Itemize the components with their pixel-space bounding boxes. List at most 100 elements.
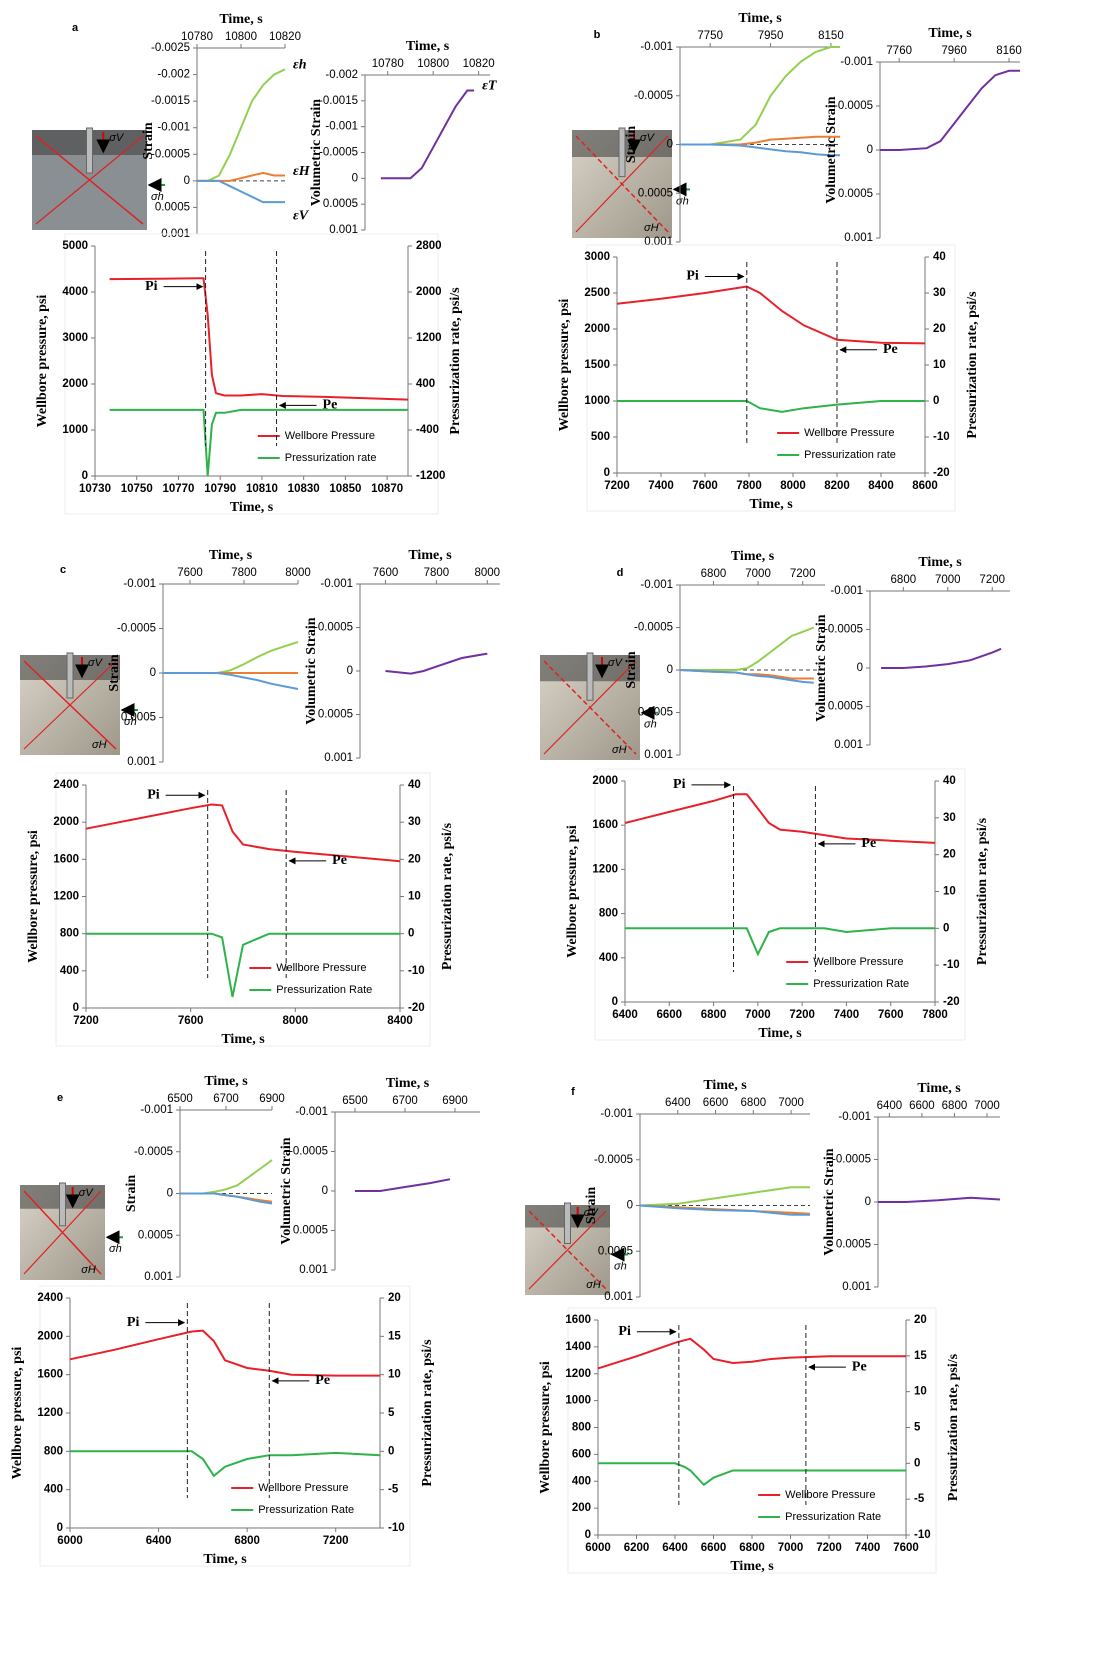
series-line bbox=[70, 1450, 381, 1478]
panel-letter: c bbox=[60, 564, 66, 576]
y-tick-label: 1000 bbox=[62, 424, 88, 436]
y-tick-label: 0.001 bbox=[834, 739, 863, 751]
x-tick-label: 7600 bbox=[692, 480, 718, 492]
y-tick-label: 0.0005 bbox=[838, 188, 873, 200]
x-tick-label: 8400 bbox=[868, 480, 894, 492]
x-tick-label: 7960 bbox=[941, 45, 967, 57]
legend-label: Pressurization Rate bbox=[258, 1504, 354, 1516]
x-tick-label: 8400 bbox=[387, 1015, 413, 1027]
x-tick-label: 8200 bbox=[824, 480, 850, 492]
y2-tick-label: 20 bbox=[933, 323, 946, 335]
stress-label: σh bbox=[614, 1260, 627, 1272]
x-tick-label: 6800 bbox=[701, 568, 727, 580]
chart: 7600 7800 8000 Time, s -0.001 -0.0005 0 0.0005 0… bbox=[304, 548, 500, 764]
wellbore bbox=[66, 652, 74, 699]
y-tick-label: -0.0015 bbox=[151, 95, 190, 107]
series-line bbox=[380, 89, 475, 180]
y-tick-label: 0.001 bbox=[604, 1291, 633, 1303]
y-tick-label: 1200 bbox=[592, 863, 618, 875]
y2-tick-label: -10 bbox=[943, 959, 960, 971]
x-tick-label: 8160 bbox=[996, 45, 1022, 57]
y-tick-label: -0.001 bbox=[830, 585, 863, 597]
x-tick-label: 7200 bbox=[979, 574, 1005, 586]
x-tick-label: 10770 bbox=[162, 483, 194, 495]
series-line bbox=[878, 1196, 1001, 1203]
y2-axis-label: Pressurization rate, psi/s bbox=[440, 822, 455, 970]
stress-label: σH bbox=[92, 739, 107, 751]
x-tick-label: 8000 bbox=[285, 567, 311, 579]
stress-label: σh bbox=[644, 719, 657, 731]
x-tick-label: 7600 bbox=[178, 1015, 204, 1027]
x-tick-label: 6700 bbox=[213, 1093, 239, 1105]
y-tick-label: 0 bbox=[150, 667, 156, 679]
y2-tick-label: -400 bbox=[416, 424, 439, 436]
x-tick-label: 10750 bbox=[121, 483, 153, 495]
x-tick-label: 10870 bbox=[371, 483, 403, 495]
y-tick-label: 0.0005 bbox=[293, 1225, 328, 1237]
series-line bbox=[680, 626, 815, 671]
y-tick-label: -0.002 bbox=[325, 69, 358, 81]
stress-label: σV bbox=[608, 657, 624, 669]
series-label: εT bbox=[482, 79, 498, 94]
legend-label: Pressurization rate bbox=[285, 452, 377, 464]
y2-tick-label: 1200 bbox=[416, 332, 442, 344]
x-tick-label: 6800 bbox=[741, 1097, 767, 1109]
stress-label: σV bbox=[109, 132, 125, 144]
y2-tick-label: -5 bbox=[914, 1493, 925, 1505]
y-tick-label: 0 bbox=[167, 1188, 173, 1200]
y-tick-label: 4000 bbox=[62, 286, 88, 298]
y-tick-label: 0 bbox=[604, 467, 610, 479]
y-tick-label: 0.0005 bbox=[598, 1245, 633, 1257]
legend-label: Wellbore Pressure bbox=[276, 962, 366, 974]
stress-label: σh bbox=[676, 195, 689, 207]
y-tick-label: 0.0005 bbox=[155, 201, 190, 213]
y-tick-label: 0 bbox=[585, 1529, 591, 1541]
y-tick-label: 1000 bbox=[584, 395, 610, 407]
y-tick-label: 0.0005 bbox=[138, 1229, 173, 1241]
photo-fracture bbox=[543, 660, 637, 755]
annotation: Pe bbox=[861, 836, 876, 851]
y-axis-label: Wellbore pressure, psi bbox=[538, 1361, 553, 1494]
x-tick-label: 10800 bbox=[225, 31, 257, 43]
y-tick-label: 0.001 bbox=[144, 1271, 173, 1283]
y2-tick-label: 20 bbox=[914, 1314, 927, 1326]
series-line bbox=[109, 408, 408, 477]
series-line bbox=[197, 179, 285, 204]
series-line bbox=[597, 1337, 906, 1370]
y-tick-label: 0.001 bbox=[644, 749, 673, 761]
chart: 6400 6600 6800 7000 Time, s -0.001 -0.0005 0 0.0… bbox=[584, 1078, 811, 1303]
specimen-photo bbox=[540, 652, 640, 760]
x-tick-label: 7000 bbox=[974, 1100, 1000, 1112]
y2-tick-label: 0 bbox=[933, 395, 939, 407]
panel-letter: f bbox=[571, 1086, 575, 1098]
y-tick-label: 2000 bbox=[53, 816, 79, 828]
series-line bbox=[680, 143, 840, 157]
specimen-photo bbox=[32, 127, 147, 230]
series-line bbox=[163, 672, 299, 690]
y2-tick-label: 0 bbox=[943, 922, 949, 934]
y-tick-label: 500 bbox=[591, 431, 610, 443]
plot-frame bbox=[55, 772, 431, 1047]
stress-label: σH bbox=[81, 1264, 96, 1276]
wellbore bbox=[564, 1202, 571, 1244]
stress-label: σH bbox=[586, 1279, 601, 1291]
x-tick-label: 7600 bbox=[878, 1009, 904, 1021]
legend-label: Pressurization rate bbox=[804, 449, 896, 461]
series-line bbox=[616, 285, 926, 345]
x-axis-label: Time, s bbox=[928, 26, 972, 41]
x-tick-label: 7000 bbox=[745, 1009, 771, 1021]
y-axis-label: Wellbore pressure, psi bbox=[10, 1347, 25, 1480]
y-tick-label: 0.0005 bbox=[121, 712, 156, 724]
y-tick-label: -0.0005 bbox=[634, 622, 673, 634]
series-label: εH bbox=[293, 164, 311, 179]
specimen-photo bbox=[20, 1182, 105, 1280]
y-tick-label: 1200 bbox=[37, 1407, 63, 1419]
x-tick-label: 6800 bbox=[942, 1100, 968, 1112]
y-tick-label: -0.001 bbox=[140, 1104, 173, 1116]
x-tick-label: 10820 bbox=[463, 58, 495, 70]
y-tick-label: 400 bbox=[599, 952, 618, 964]
x-tick-label: 8000 bbox=[474, 567, 500, 579]
x-tick-label: 6500 bbox=[167, 1093, 193, 1105]
y2-tick-label: 20 bbox=[943, 849, 956, 861]
panel-letter: b bbox=[594, 29, 601, 41]
